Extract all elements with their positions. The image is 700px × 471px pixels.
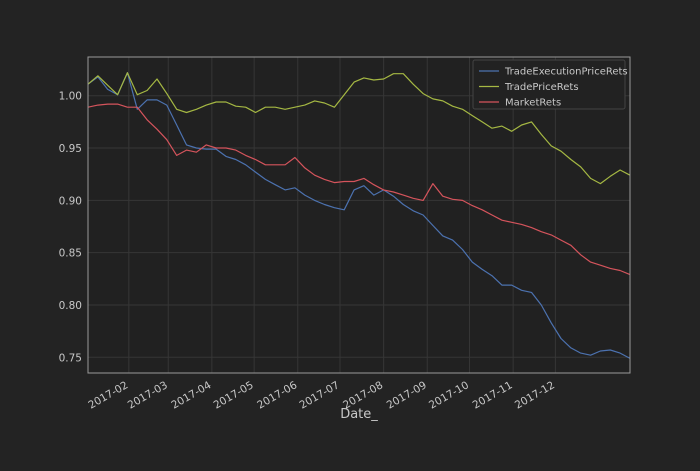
series-line-TradePriceRets xyxy=(87,72,631,185)
x-tick-label: 2017-06 xyxy=(255,379,299,411)
x-tick-label: 2017-02 xyxy=(86,379,130,411)
y-tick-label: 0.90 xyxy=(59,195,82,207)
x-tick-label: 2017-11 xyxy=(471,379,515,411)
x-tick-label: 2017-03 xyxy=(126,379,170,411)
plot-frame xyxy=(87,56,631,374)
x-tick-label: 2017-10 xyxy=(427,379,471,411)
series-line-MarketRets xyxy=(87,103,631,276)
x-axis-label: Date_ xyxy=(340,407,378,422)
y-tick-label: 0.85 xyxy=(59,248,82,260)
legend: TradeExecutionPriceRets TradePriceRets Mar… xyxy=(472,59,628,110)
y-tick-label: 0.80 xyxy=(59,300,82,312)
legend-label: TradeExecutionPriceRets xyxy=(504,67,628,78)
y-tick-label: 0.75 xyxy=(59,352,82,364)
x-tick-label: 2017-09 xyxy=(385,379,429,411)
x-tick-label: 2017-12 xyxy=(513,379,557,411)
series-lines xyxy=(87,72,631,359)
series-line-TradeExecutionPriceRets xyxy=(87,72,631,359)
x-tick-label: 2017-04 xyxy=(169,379,213,411)
x-tick-label: 2017-05 xyxy=(212,379,256,411)
y-axis-ticks: 0.75 0.80 0.85 0.90 0.95 1.00 xyxy=(59,91,82,365)
legend-box xyxy=(472,59,626,110)
y-tick-label: 1.00 xyxy=(59,91,82,103)
legend-label: MarketRets xyxy=(505,98,561,109)
grid xyxy=(88,57,630,373)
y-tick-label: 0.95 xyxy=(59,143,82,155)
x-tick-label: 2017-07 xyxy=(297,379,341,411)
legend-label: TradePriceRets xyxy=(504,82,579,93)
